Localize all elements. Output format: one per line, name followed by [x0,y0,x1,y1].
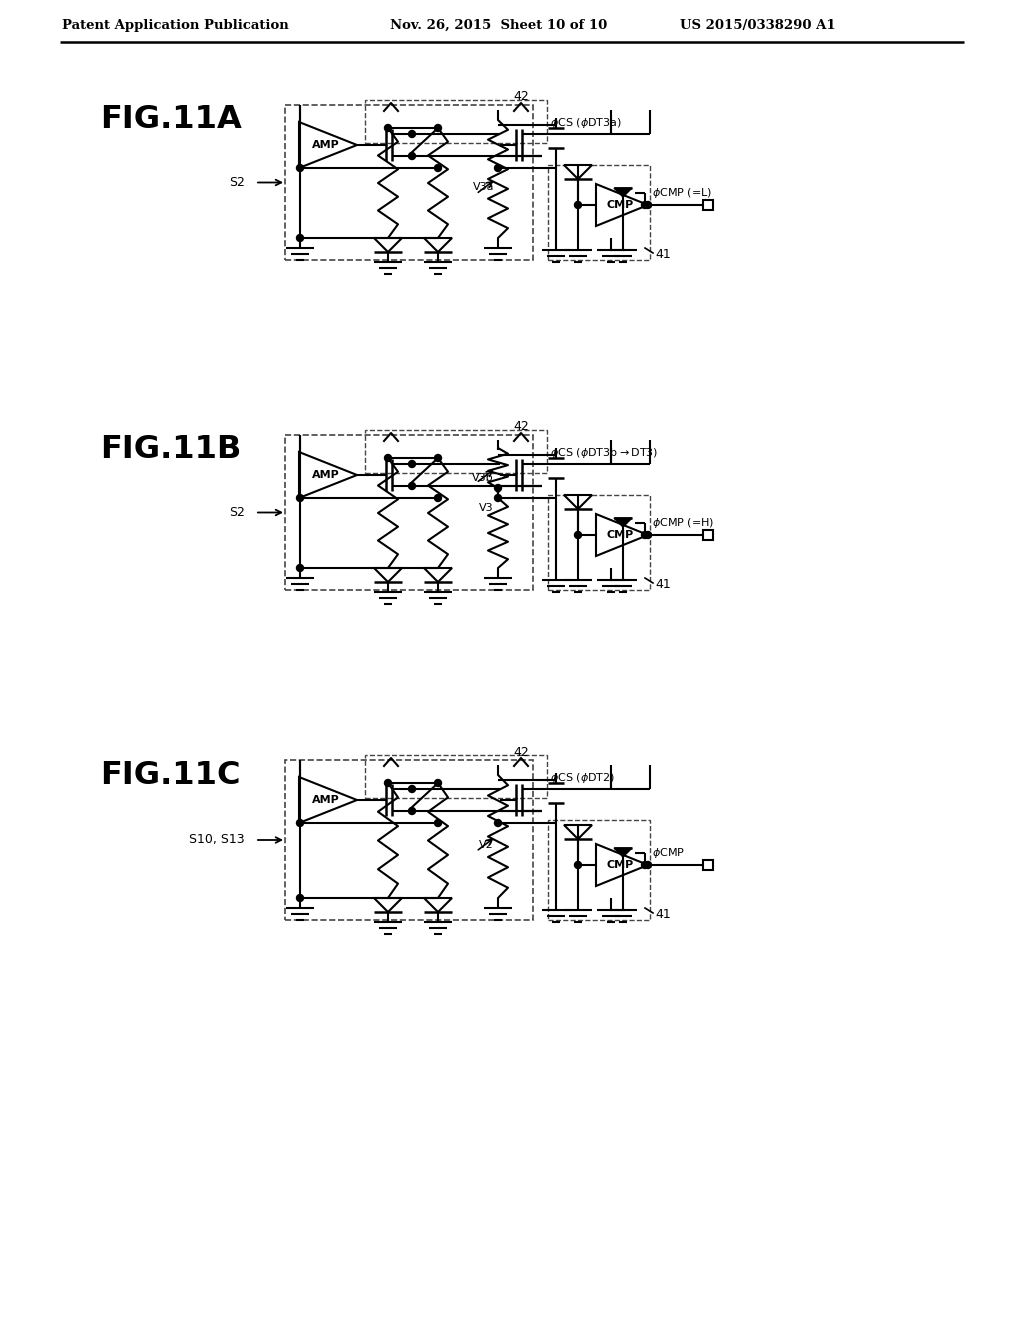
Polygon shape [299,451,357,498]
Circle shape [297,565,303,572]
Circle shape [297,165,303,172]
Polygon shape [424,898,452,912]
Text: Nov. 26, 2015  Sheet 10 of 10: Nov. 26, 2015 Sheet 10 of 10 [390,18,607,32]
Polygon shape [564,495,592,510]
Polygon shape [299,121,357,168]
Text: 42: 42 [513,91,528,103]
Text: $\phi$CMP: $\phi$CMP [652,846,685,861]
Text: S2: S2 [229,506,245,519]
Text: $\phi$CS ($\phi$DT2): $\phi$CS ($\phi$DT2) [550,771,615,785]
Text: $\phi$CMP (=H): $\phi$CMP (=H) [652,516,715,531]
Circle shape [495,165,502,172]
Circle shape [409,785,416,792]
Text: 42: 42 [513,421,528,433]
Polygon shape [596,843,648,886]
Circle shape [644,862,651,869]
Bar [365,755,547,799]
Polygon shape [614,847,632,857]
Polygon shape [564,165,592,180]
Circle shape [574,532,582,539]
Circle shape [574,862,582,869]
Text: $\phi$CS ($\phi$DT3a): $\phi$CS ($\phi$DT3a) [550,116,622,129]
Text: 41: 41 [655,248,671,261]
Circle shape [434,820,441,826]
Text: 42: 42 [513,746,528,759]
Circle shape [644,532,651,539]
Circle shape [434,124,441,132]
Polygon shape [299,777,357,822]
Circle shape [297,895,303,902]
Circle shape [641,862,648,869]
Text: V3b: V3b [472,473,494,483]
Bar [703,861,713,870]
Text: FIG.11A: FIG.11A [100,104,242,136]
Bar [285,436,534,590]
Bar [703,531,713,540]
Circle shape [644,202,651,209]
Text: CMP: CMP [606,201,634,210]
Text: AMP: AMP [312,470,340,480]
Circle shape [434,495,441,502]
Circle shape [384,454,391,462]
Circle shape [495,484,502,491]
Text: 41: 41 [655,908,671,921]
Text: S2: S2 [229,176,245,189]
Bar [703,201,713,210]
Polygon shape [374,238,402,252]
Circle shape [495,820,502,826]
Circle shape [409,808,416,814]
Circle shape [641,202,648,209]
Circle shape [297,820,303,826]
Circle shape [434,165,441,172]
Bar [548,820,650,920]
Circle shape [574,202,582,209]
Text: CMP: CMP [606,861,634,870]
Polygon shape [614,517,632,527]
Text: FIG.11C: FIG.11C [100,759,241,791]
Polygon shape [596,183,648,226]
Text: S10, S13: S10, S13 [189,833,245,846]
Polygon shape [374,898,402,912]
Circle shape [409,483,416,490]
Polygon shape [374,568,402,582]
Polygon shape [424,568,452,582]
Bar [285,106,534,260]
Polygon shape [614,187,632,197]
Text: V3: V3 [479,503,494,513]
Bar [548,165,650,260]
Bar [285,760,534,920]
Bar [365,100,547,143]
Circle shape [384,780,391,787]
Text: V2: V2 [479,840,494,850]
Text: US 2015/0338290 A1: US 2015/0338290 A1 [680,18,836,32]
Circle shape [297,235,303,242]
Circle shape [297,495,303,502]
Circle shape [434,780,441,787]
Text: FIG.11B: FIG.11B [100,434,242,466]
Circle shape [434,454,441,462]
Text: $\phi$CMP (=L): $\phi$CMP (=L) [652,186,713,201]
Circle shape [641,532,648,539]
Text: Patent Application Publication: Patent Application Publication [62,18,289,32]
Text: $\phi$CS ($\phi$DT3b$\rightarrow$DT3): $\phi$CS ($\phi$DT3b$\rightarrow$DT3) [550,446,658,459]
Text: V3a: V3a [472,182,494,191]
Circle shape [409,461,416,467]
Polygon shape [564,825,592,840]
Text: CMP: CMP [606,531,634,540]
Circle shape [495,495,502,502]
Circle shape [409,131,416,137]
Text: AMP: AMP [312,140,340,150]
Polygon shape [596,513,648,556]
Circle shape [409,153,416,160]
Circle shape [384,124,391,132]
Bar [548,495,650,590]
Polygon shape [424,238,452,252]
Text: 41: 41 [655,578,671,591]
Bar [365,430,547,473]
Text: AMP: AMP [312,795,340,805]
